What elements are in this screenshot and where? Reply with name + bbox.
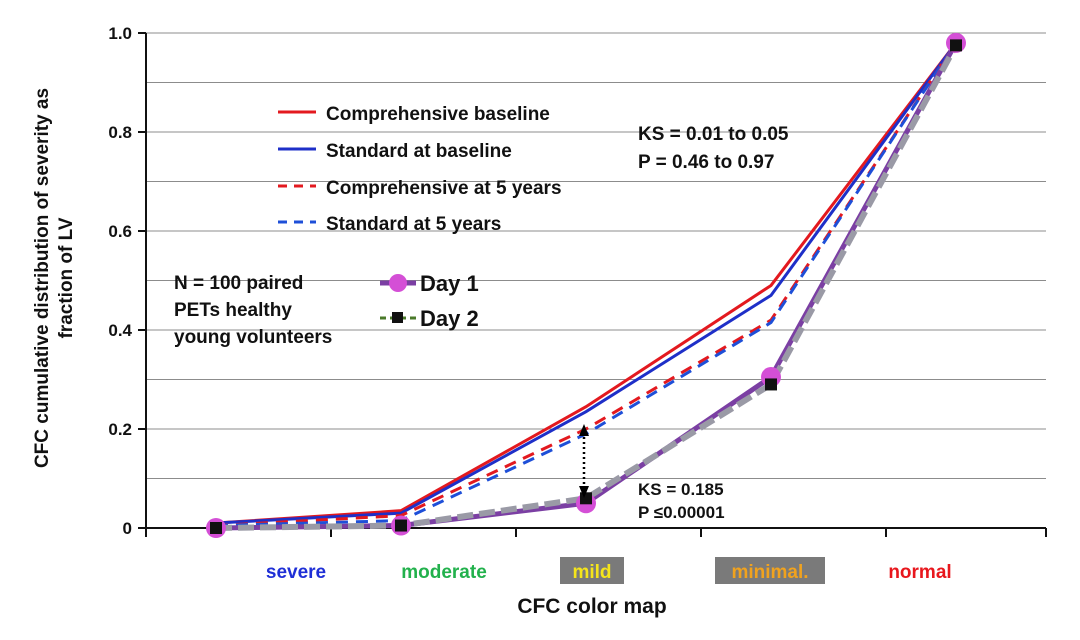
marker-day-2 bbox=[765, 378, 777, 391]
category-label-bg bbox=[560, 557, 624, 584]
ks-top-line2: P = 0.46 to 0.97 bbox=[638, 152, 774, 173]
series-line-day-2 bbox=[215, 43, 959, 531]
legend-label-standard-5yr: Standard at 5 years bbox=[326, 214, 501, 235]
y-axis-title: CFC cumulative distribution of severity … bbox=[32, 88, 77, 468]
legend-label-day2: Day 2 bbox=[420, 306, 479, 331]
y-tick-label: 0.8 bbox=[108, 123, 132, 142]
y-tick-label: 0.4 bbox=[108, 321, 132, 340]
y-axis-title-line1: CFC cumulative distribution of severity … bbox=[32, 88, 53, 468]
category-label-mild: mild bbox=[572, 562, 611, 583]
marker-day-2 bbox=[210, 522, 222, 534]
grid-lines bbox=[146, 32, 1046, 479]
legend-label-comprehensive-baseline: Comprehensive baseline bbox=[326, 104, 550, 125]
n-line2: PETs healthy bbox=[174, 300, 292, 321]
y-axis-title-line2: fraction of LV bbox=[56, 217, 77, 338]
category-label-severe: severe bbox=[266, 562, 326, 583]
marker-day-2 bbox=[580, 492, 592, 505]
difference-arrow bbox=[579, 424, 589, 498]
annotations: KS = 0.01 to 0.05 P = 0.46 to 0.97 KS = … bbox=[174, 124, 789, 522]
markers-layer bbox=[206, 32, 966, 538]
category-label-minimal: minimal. bbox=[731, 562, 808, 583]
series-line-standard-at-baseline bbox=[215, 42, 958, 525]
category-label-bg bbox=[715, 557, 825, 584]
legend-label-comprehensive-5yr: Comprehensive at 5 years bbox=[326, 178, 562, 199]
marker-day-2 bbox=[395, 519, 407, 532]
y-tick-label: 1.0 bbox=[108, 24, 132, 43]
legend-label-day1: Day 1 bbox=[420, 271, 479, 296]
ks-bottom-line2: P ≤0.00001 bbox=[638, 503, 725, 522]
marker-day-2 bbox=[950, 39, 962, 52]
y-tick-label: 0.2 bbox=[108, 420, 132, 439]
series-line-comprehensive-baseline bbox=[215, 41, 958, 525]
legend: Comprehensive baseline Standard at basel… bbox=[278, 104, 562, 331]
legend-marker-day1 bbox=[389, 274, 407, 292]
category-label-moderate: moderate bbox=[401, 562, 487, 583]
ks-bottom-line1: KS = 0.185 bbox=[638, 480, 724, 499]
x-axis-title: CFC color map bbox=[517, 595, 666, 618]
category-label-normal: normal bbox=[888, 562, 951, 583]
y-tick-label: 0.6 bbox=[108, 222, 132, 241]
n-line1: N = 100 paired bbox=[174, 273, 303, 294]
n-line3: young volunteers bbox=[174, 327, 332, 348]
legend-marker-day2 bbox=[392, 312, 403, 323]
y-tick-label: 0 bbox=[123, 519, 132, 538]
legend-label-standard-baseline: Standard at baseline bbox=[326, 141, 512, 162]
ks-top-line1: KS = 0.01 to 0.05 bbox=[638, 124, 789, 145]
x-category-labels: severe moderate mild minimal. normal bbox=[266, 557, 952, 584]
